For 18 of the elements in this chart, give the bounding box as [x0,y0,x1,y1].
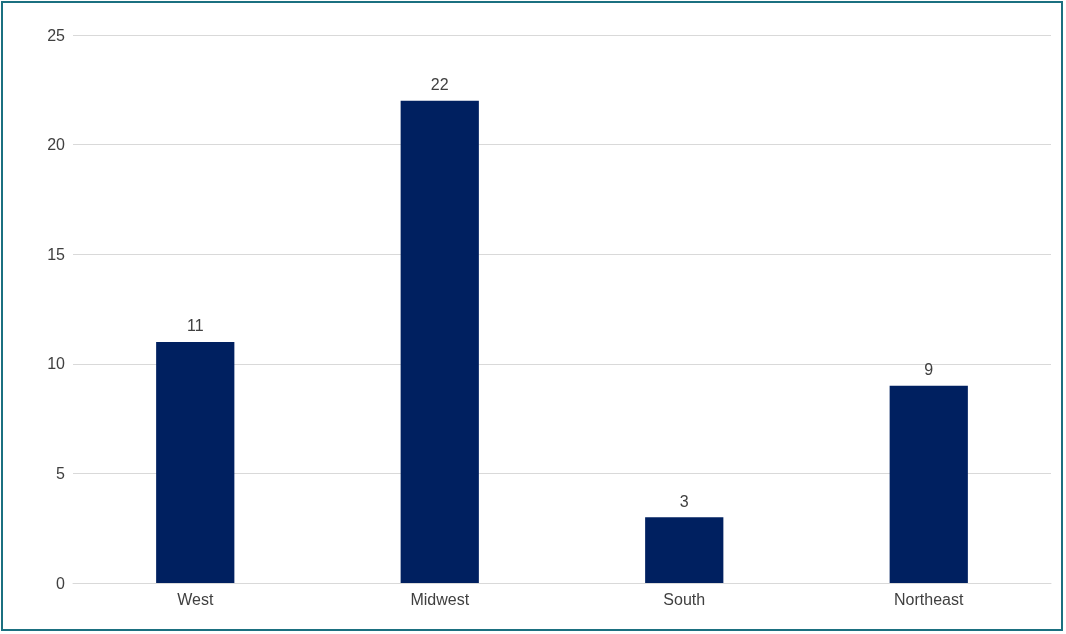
data-label: 22 [430,76,449,94]
y-tick-label: 0 [56,574,66,592]
data-label: 3 [679,492,689,510]
x-tick-label: West [177,590,214,608]
y-tick-label: 25 [47,26,66,44]
x-tick-label: South [663,590,706,608]
data-label: 11 [186,317,204,335]
bar [156,341,235,583]
data-label: 9 [924,361,934,379]
y-tick-label: 5 [56,464,66,482]
y-tick-label: 15 [47,245,66,263]
y-tick-label: 20 [47,136,66,154]
x-tick-label: Northeast [894,590,964,608]
x-tick-label: Midwest [410,590,470,608]
bar [400,100,479,583]
y-tick-label: 10 [47,355,66,373]
bar [889,385,968,583]
bar [645,517,724,583]
